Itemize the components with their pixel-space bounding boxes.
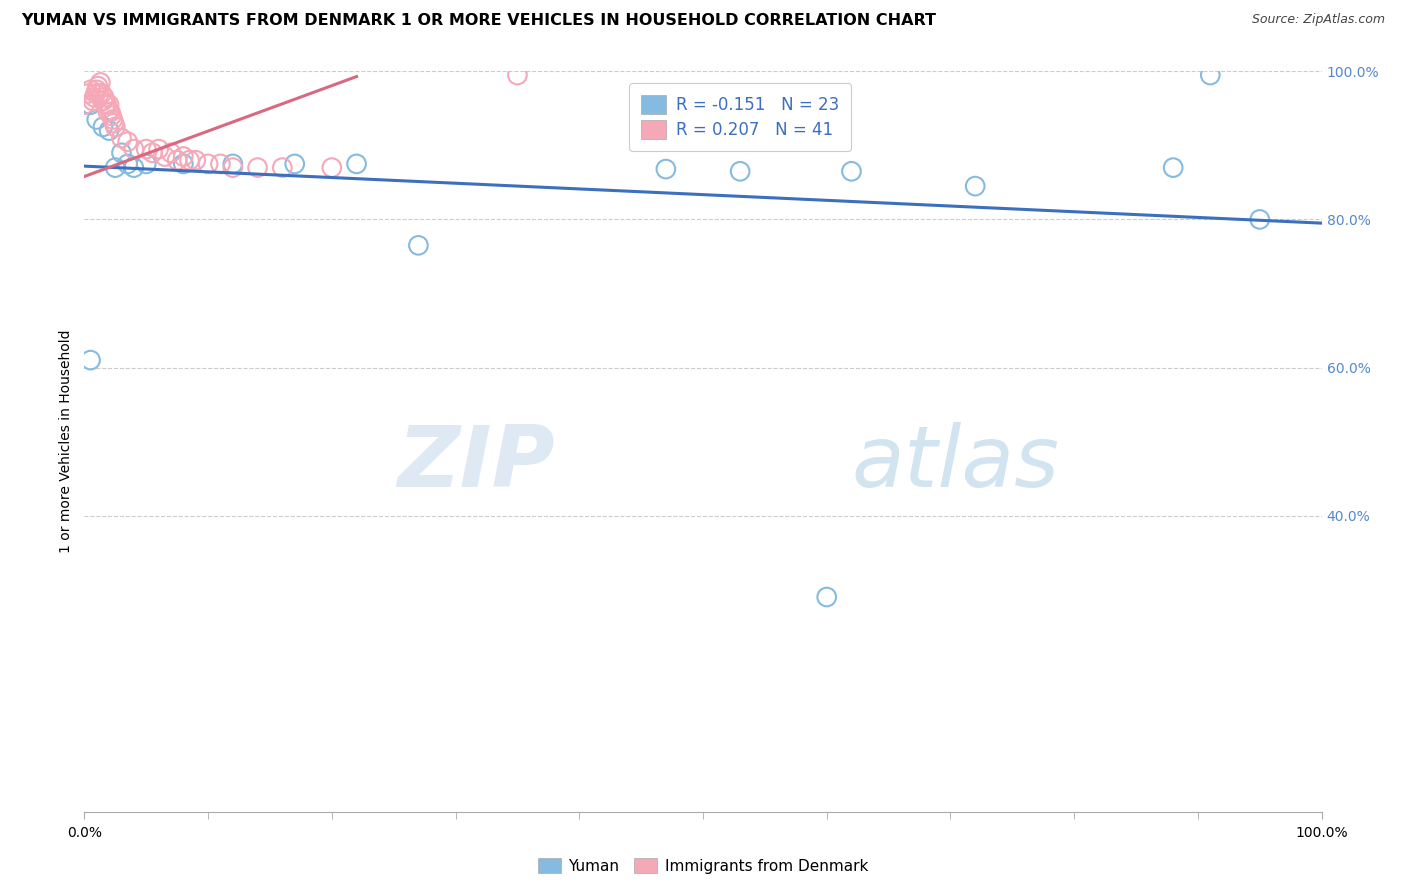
Point bbox=[110, 145, 132, 160]
Point bbox=[506, 68, 529, 82]
Point bbox=[1161, 161, 1184, 175]
Point bbox=[184, 153, 207, 168]
Text: ZIP: ZIP bbox=[396, 422, 554, 505]
Point bbox=[82, 94, 104, 108]
Point bbox=[104, 161, 127, 175]
Point bbox=[87, 79, 110, 94]
Point bbox=[94, 97, 117, 112]
Point bbox=[89, 87, 111, 101]
Point bbox=[148, 142, 170, 156]
Point bbox=[101, 112, 124, 127]
Point bbox=[83, 90, 105, 104]
Point bbox=[179, 153, 201, 168]
Point bbox=[222, 161, 245, 175]
Point bbox=[655, 162, 678, 177]
Point bbox=[96, 97, 118, 112]
Point bbox=[122, 161, 145, 175]
Point bbox=[98, 123, 121, 137]
Point bbox=[90, 87, 112, 101]
Point bbox=[271, 161, 294, 175]
Point bbox=[98, 105, 121, 120]
Point bbox=[141, 145, 163, 160]
Point bbox=[117, 135, 139, 149]
Point bbox=[110, 131, 132, 145]
Point bbox=[160, 145, 183, 160]
Point bbox=[91, 94, 114, 108]
Point bbox=[89, 75, 111, 89]
Point bbox=[98, 97, 121, 112]
Point bbox=[91, 120, 114, 134]
Point bbox=[84, 87, 107, 101]
Point bbox=[100, 109, 122, 123]
Point bbox=[1249, 212, 1271, 227]
Point bbox=[97, 105, 120, 120]
Point bbox=[1199, 68, 1222, 82]
Point bbox=[153, 149, 176, 163]
Point bbox=[284, 157, 307, 171]
Point bbox=[346, 157, 368, 171]
Point bbox=[172, 157, 194, 171]
Point bbox=[172, 149, 194, 163]
Point bbox=[321, 161, 343, 175]
Point bbox=[841, 164, 863, 178]
Point bbox=[197, 157, 219, 171]
Point bbox=[135, 157, 157, 171]
Point bbox=[408, 238, 430, 252]
Point bbox=[965, 179, 987, 194]
Text: Source: ZipAtlas.com: Source: ZipAtlas.com bbox=[1251, 13, 1385, 27]
Point bbox=[166, 153, 188, 168]
Text: atlas: atlas bbox=[852, 422, 1060, 505]
Y-axis label: 1 or more Vehicles in Household: 1 or more Vehicles in Household bbox=[59, 330, 73, 553]
Point bbox=[246, 161, 269, 175]
Point bbox=[103, 116, 125, 130]
Point bbox=[86, 112, 108, 127]
Legend: R = -0.151   N = 23, R = 0.207   N = 41: R = -0.151 N = 23, R = 0.207 N = 41 bbox=[630, 83, 851, 151]
Point bbox=[209, 157, 232, 171]
Point bbox=[77, 87, 100, 101]
Point bbox=[104, 120, 127, 134]
Point bbox=[79, 97, 101, 112]
Text: YUMAN VS IMMIGRANTS FROM DENMARK 1 OR MORE VEHICLES IN HOUSEHOLD CORRELATION CHA: YUMAN VS IMMIGRANTS FROM DENMARK 1 OR MO… bbox=[21, 13, 936, 29]
Point bbox=[79, 83, 101, 97]
Point bbox=[122, 142, 145, 156]
Point bbox=[117, 157, 139, 171]
Point bbox=[86, 83, 108, 97]
Point bbox=[73, 97, 96, 112]
Point bbox=[815, 590, 838, 604]
Point bbox=[728, 164, 751, 178]
Point bbox=[93, 90, 115, 104]
Point bbox=[79, 353, 101, 368]
Legend: Yuman, Immigrants from Denmark: Yuman, Immigrants from Denmark bbox=[531, 852, 875, 880]
Point bbox=[135, 142, 157, 156]
Point bbox=[222, 157, 245, 171]
